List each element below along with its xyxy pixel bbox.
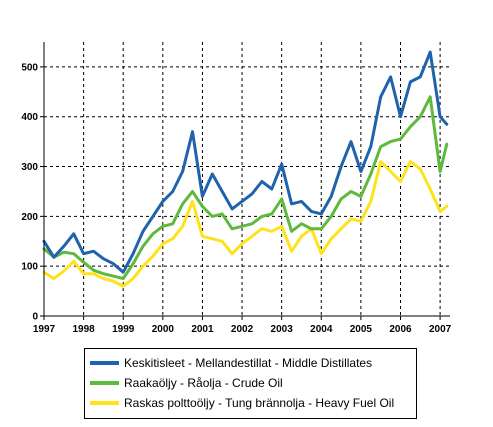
y-tick-label: 100 bbox=[21, 262, 38, 273]
x-tick-label: 2001 bbox=[191, 324, 214, 335]
x-tick-label: 2005 bbox=[350, 324, 373, 335]
x-tick-label: 2003 bbox=[271, 324, 294, 335]
legend-label-middle-distillates: Keskitisleet - Mellandestillat - Middle … bbox=[124, 356, 373, 370]
axes: 0 100 200 300 400 500 1997 1998 1999 2000 2001 2002… bbox=[21, 42, 452, 335]
x-tick-label: 1997 bbox=[33, 324, 56, 335]
grid bbox=[44, 42, 450, 316]
series-line-crude-oil bbox=[42, 95, 449, 281]
chart-legend: Keskitisleet - Mellandestillat - Middle … bbox=[84, 348, 417, 419]
x-tick-label: 2007 bbox=[429, 324, 452, 335]
y-tick-label: 0 bbox=[32, 312, 38, 323]
legend-item-crude-oil: Raakaöljy - Råolja - Crude Oil bbox=[90, 374, 283, 392]
legend-swatch-middle-distillates bbox=[90, 361, 119, 365]
y-tick-label: 300 bbox=[21, 162, 38, 173]
x-tick-label: 2000 bbox=[152, 324, 175, 335]
legend-label-crude-oil: Raakaöljy - Råolja - Crude Oil bbox=[124, 376, 283, 390]
x-tick-label: 2004 bbox=[310, 324, 333, 335]
series-line-middle-distillates bbox=[42, 50, 449, 274]
x-tick-label: 2002 bbox=[231, 324, 254, 335]
series-line-heavy-fuel-oil bbox=[42, 160, 449, 288]
legend-swatch-crude-oil bbox=[90, 381, 119, 385]
y-tick-label: 400 bbox=[21, 112, 38, 123]
y-tick-label: 500 bbox=[21, 62, 38, 73]
legend-item-middle-distillates: Keskitisleet - Mellandestillat - Middle … bbox=[90, 354, 372, 372]
x-tick-label: 2006 bbox=[389, 324, 412, 335]
series-lines bbox=[42, 50, 449, 288]
x-tick-label: 1999 bbox=[112, 324, 135, 335]
x-tick-label: 1998 bbox=[72, 324, 95, 335]
legend-label-heavy-fuel-oil: Raskas polttoöljy - Tung brännolja - Hea… bbox=[124, 396, 395, 410]
y-tick-label: 200 bbox=[21, 212, 38, 223]
legend-item-heavy-fuel-oil: Raskas polttoöljy - Tung brännolja - Hea… bbox=[90, 394, 394, 412]
legend-swatch-heavy-fuel-oil bbox=[90, 401, 119, 405]
